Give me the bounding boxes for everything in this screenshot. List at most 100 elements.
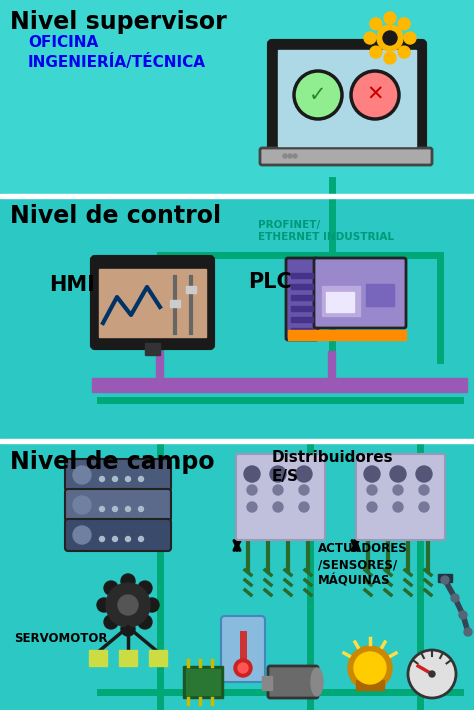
Bar xyxy=(356,680,384,690)
Circle shape xyxy=(100,537,104,542)
Bar xyxy=(170,300,180,307)
Circle shape xyxy=(106,583,150,627)
Circle shape xyxy=(73,466,91,484)
Bar xyxy=(262,676,272,690)
Circle shape xyxy=(247,502,257,512)
Circle shape xyxy=(234,659,252,677)
Circle shape xyxy=(441,576,449,584)
Circle shape xyxy=(293,154,297,158)
Bar xyxy=(366,284,394,306)
Bar xyxy=(438,574,452,582)
Circle shape xyxy=(364,466,380,482)
FancyBboxPatch shape xyxy=(269,41,425,155)
Bar xyxy=(291,328,313,333)
Circle shape xyxy=(112,537,118,542)
Bar xyxy=(0,194,474,198)
Text: SERVOMOTOR: SERVOMOTOR xyxy=(14,631,108,645)
Circle shape xyxy=(100,476,104,481)
Circle shape xyxy=(294,71,342,119)
Bar xyxy=(145,343,160,355)
Circle shape xyxy=(138,581,152,595)
Circle shape xyxy=(370,18,382,30)
Bar xyxy=(288,330,406,340)
Circle shape xyxy=(383,31,397,45)
FancyBboxPatch shape xyxy=(356,454,445,540)
Bar xyxy=(322,286,360,316)
Circle shape xyxy=(408,650,456,698)
Circle shape xyxy=(367,502,377,512)
Circle shape xyxy=(104,581,118,595)
Text: PROFINET/
ETHERNET INDUSTRIAL: PROFINET/ ETHERNET INDUSTRIAL xyxy=(258,220,394,241)
Circle shape xyxy=(390,466,406,482)
FancyBboxPatch shape xyxy=(260,148,432,165)
Bar xyxy=(186,286,196,293)
Bar xyxy=(0,0,474,195)
Bar xyxy=(99,269,206,337)
Circle shape xyxy=(398,46,410,58)
Circle shape xyxy=(351,71,399,119)
Circle shape xyxy=(299,485,309,495)
Text: INGENIERÍA/TÉCNICA: INGENIERÍA/TÉCNICA xyxy=(28,54,206,70)
Circle shape xyxy=(451,594,459,602)
Circle shape xyxy=(73,526,91,544)
Text: ✓: ✓ xyxy=(309,85,327,105)
FancyBboxPatch shape xyxy=(236,454,325,540)
Text: Nivel de control: Nivel de control xyxy=(10,204,221,228)
Circle shape xyxy=(126,506,130,511)
Text: Nivel de campo: Nivel de campo xyxy=(10,450,215,474)
Text: ✕: ✕ xyxy=(366,85,384,105)
Text: Nivel supervisor: Nivel supervisor xyxy=(10,10,227,34)
Circle shape xyxy=(126,476,130,481)
Circle shape xyxy=(121,622,135,636)
FancyBboxPatch shape xyxy=(65,489,171,521)
Circle shape xyxy=(118,595,138,615)
FancyBboxPatch shape xyxy=(268,666,318,698)
Circle shape xyxy=(288,154,292,158)
Circle shape xyxy=(270,466,286,482)
Circle shape xyxy=(419,485,429,495)
Text: Distribuidores
E/S: Distribuidores E/S xyxy=(272,450,393,484)
FancyBboxPatch shape xyxy=(65,519,171,551)
Bar xyxy=(149,650,167,666)
Bar xyxy=(119,650,137,666)
Circle shape xyxy=(126,537,130,542)
Bar xyxy=(0,440,474,710)
Circle shape xyxy=(138,615,152,629)
Bar xyxy=(291,306,313,311)
Circle shape xyxy=(104,615,118,629)
Bar xyxy=(183,666,223,698)
Text: HMI: HMI xyxy=(49,275,95,295)
FancyBboxPatch shape xyxy=(286,258,318,340)
FancyBboxPatch shape xyxy=(314,258,406,328)
Circle shape xyxy=(299,502,309,512)
Circle shape xyxy=(364,32,376,44)
Text: PROFIBUS/MODBUS: PROFIBUS/MODBUS xyxy=(164,382,286,392)
Circle shape xyxy=(273,502,283,512)
Circle shape xyxy=(145,598,159,612)
Circle shape xyxy=(370,46,382,58)
Bar xyxy=(278,50,416,146)
Bar xyxy=(89,650,107,666)
Circle shape xyxy=(348,646,392,690)
Circle shape xyxy=(377,25,403,51)
Circle shape xyxy=(138,476,144,481)
Circle shape xyxy=(247,485,257,495)
Bar xyxy=(0,439,474,443)
Circle shape xyxy=(273,485,283,495)
Circle shape xyxy=(464,628,472,636)
Bar xyxy=(291,295,313,300)
Bar xyxy=(291,317,313,322)
Circle shape xyxy=(367,485,377,495)
Circle shape xyxy=(393,502,403,512)
Circle shape xyxy=(384,12,396,24)
Text: PLC: PLC xyxy=(248,272,292,292)
Circle shape xyxy=(112,506,118,511)
Circle shape xyxy=(429,671,435,677)
Circle shape xyxy=(416,466,432,482)
Circle shape xyxy=(244,466,260,482)
FancyBboxPatch shape xyxy=(221,616,265,682)
Circle shape xyxy=(121,574,135,588)
Bar xyxy=(92,378,467,392)
Circle shape xyxy=(238,663,248,673)
Bar xyxy=(186,669,220,695)
